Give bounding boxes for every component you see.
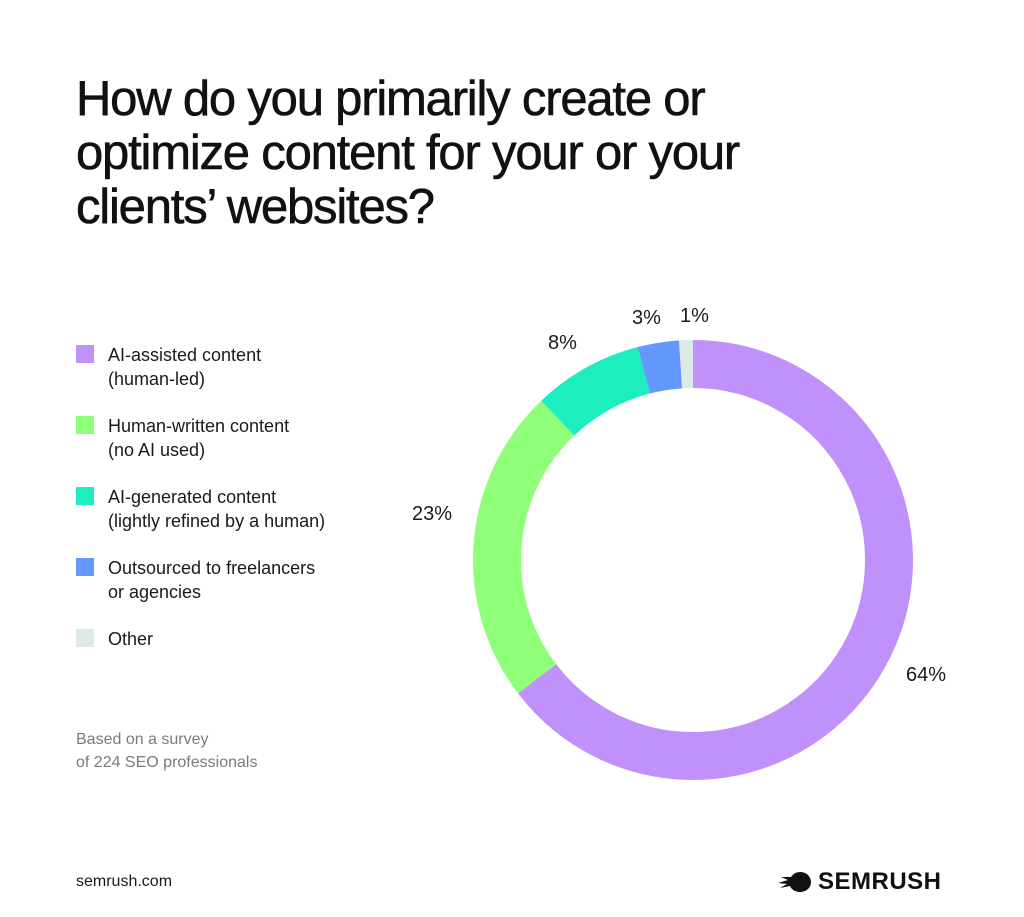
label-human-written: 23% xyxy=(412,503,453,525)
legend-label: Human-written content xyxy=(108,416,290,436)
legend-swatch xyxy=(76,487,94,505)
label-other: 1% xyxy=(680,305,709,327)
legend-label: AI-assisted content xyxy=(108,345,262,365)
semrush-fireball-icon xyxy=(778,872,811,892)
legend-sublabel: or agencies xyxy=(108,582,202,602)
survey-note-line1: Based on a survey xyxy=(76,731,209,748)
chart-title: How do you primarily create or optimize … xyxy=(76,72,741,235)
brand-name: SEMRUSH xyxy=(818,868,942,895)
legend: AI-assisted content (human-led) Human-wr… xyxy=(76,343,376,674)
label-ai-generated: 8% xyxy=(548,332,577,354)
survey-note: Based on a survey of 224 SEO professiona… xyxy=(76,728,336,774)
legend-label: Outsourced to freelancers xyxy=(108,558,316,578)
legend-sublabel: (no AI used) xyxy=(108,440,206,460)
legend-item-ai-generated: AI-generated content (lightly refined by… xyxy=(76,485,376,533)
legend-label: Other xyxy=(108,629,154,649)
legend-swatch xyxy=(76,345,94,363)
donut-segments xyxy=(473,340,913,780)
legend-item-outsourced: Outsourced to freelancers or agencies xyxy=(76,556,376,604)
legend-swatch xyxy=(76,629,94,647)
legend-label: AI-generated content xyxy=(108,487,277,507)
segment-ai-assisted xyxy=(517,340,913,780)
label-ai-assisted: 64% xyxy=(906,664,947,686)
segment-outsourced xyxy=(637,340,683,394)
legend-sublabel: (human-led) xyxy=(108,369,206,389)
legend-sublabel: (lightly refined by a human) xyxy=(108,511,326,531)
footer-url: semrush.com xyxy=(76,873,173,890)
legend-item-other: Other xyxy=(76,627,376,651)
segment-ai-generated xyxy=(541,347,651,436)
segment-human-written xyxy=(473,400,575,694)
legend-swatch xyxy=(76,416,94,434)
legend-item-human-written: Human-written content (no AI used) xyxy=(76,414,376,462)
legend-swatch xyxy=(76,558,94,576)
semrush-logo: SEMRUSH xyxy=(778,868,942,896)
label-outsourced: 3% xyxy=(632,307,661,329)
legend-item-ai-assisted: AI-assisted content (human-led) xyxy=(76,343,376,391)
survey-note-line2: of 224 SEO professionals xyxy=(76,754,258,771)
